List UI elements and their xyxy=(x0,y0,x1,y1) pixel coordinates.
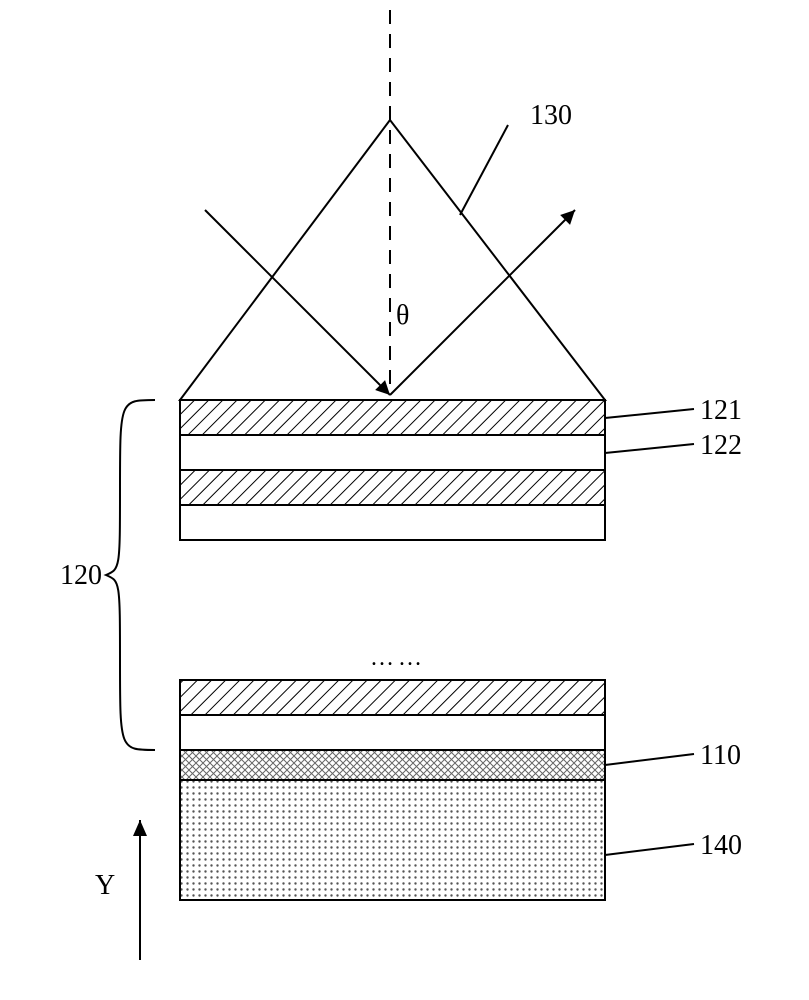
brace-group xyxy=(106,400,155,750)
label-130: 130 xyxy=(530,100,572,132)
label-120: 120 xyxy=(60,560,102,592)
label-Y: Y xyxy=(95,870,115,902)
light-beams xyxy=(205,10,575,395)
label-121: 121 xyxy=(700,395,742,427)
y-axis-arrow xyxy=(133,820,147,960)
prism-shape xyxy=(180,120,605,400)
ellipsis: …… xyxy=(370,645,426,672)
label-122: 122 xyxy=(700,430,742,462)
theta-label: θ xyxy=(396,300,409,332)
label-110: 110 xyxy=(700,740,741,772)
diagram-canvas xyxy=(0,0,809,1000)
label-140: 140 xyxy=(700,830,742,862)
